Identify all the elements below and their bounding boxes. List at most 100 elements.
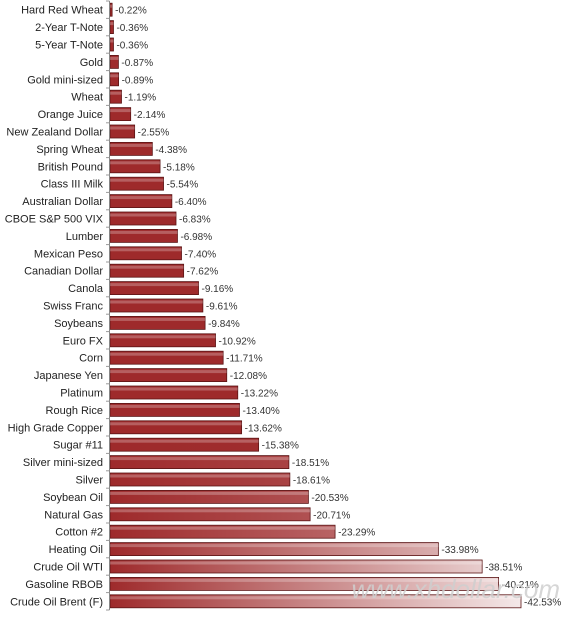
bar-highlight bbox=[110, 335, 216, 339]
bar-highlight bbox=[110, 596, 521, 600]
category-label: Soybean Oil bbox=[43, 492, 103, 504]
bar-highlight bbox=[110, 422, 242, 426]
value-label: -38.51% bbox=[485, 563, 522, 574]
category-label: Cotton #2 bbox=[55, 527, 103, 539]
category-label: High Grade Copper bbox=[8, 422, 104, 434]
bar-highlight bbox=[110, 126, 135, 130]
category-label: Gold mini-sized bbox=[27, 74, 103, 86]
axis-group bbox=[106, 0, 110, 611]
category-label: Mexican Peso bbox=[34, 248, 103, 260]
value-label: -0.89% bbox=[122, 75, 154, 86]
value-label: -0.87% bbox=[121, 58, 153, 69]
value-label: -20.71% bbox=[313, 510, 350, 521]
category-label: Canola bbox=[68, 283, 104, 295]
bar-highlight bbox=[110, 509, 311, 513]
value-label: -0.36% bbox=[116, 41, 148, 52]
category-label: Swiss Franc bbox=[43, 301, 103, 313]
category-label: CBOE S&P 500 VIX bbox=[5, 214, 104, 226]
bar-highlight bbox=[110, 161, 161, 165]
bar-highlight bbox=[110, 300, 203, 304]
value-label: -15.38% bbox=[262, 441, 299, 452]
bar-highlight bbox=[110, 91, 122, 95]
value-label: -33.98% bbox=[441, 545, 478, 556]
category-label: Japanese Yen bbox=[34, 370, 103, 382]
category-label: Sugar #11 bbox=[53, 440, 103, 452]
bar-highlight bbox=[110, 439, 259, 443]
bar-highlight bbox=[110, 578, 499, 582]
value-label: -40.21% bbox=[502, 580, 539, 591]
category-label: Soybeans bbox=[54, 318, 103, 330]
watermark: www.xhdollar.com bbox=[351, 574, 560, 604]
bar-highlight bbox=[110, 404, 240, 408]
category-label: Crude Oil Brent (F) bbox=[10, 596, 103, 608]
value-label: -5.18% bbox=[163, 162, 195, 173]
bar-highlight bbox=[110, 561, 483, 565]
value-label: -0.36% bbox=[116, 23, 148, 34]
category-label: Spring Wheat bbox=[36, 144, 103, 156]
bar-highlight bbox=[110, 474, 290, 478]
value-label: -20.53% bbox=[311, 493, 348, 504]
category-label: Silver bbox=[75, 475, 103, 487]
category-label: Silver mini-sized bbox=[23, 457, 103, 469]
value-label: -13.22% bbox=[241, 389, 278, 400]
value-label: -42.53% bbox=[524, 597, 561, 608]
value-label: -13.62% bbox=[245, 423, 282, 434]
value-label: -10.92% bbox=[219, 336, 256, 347]
value-label: -7.40% bbox=[185, 249, 217, 260]
value-label: -0.22% bbox=[115, 6, 147, 17]
bar-highlight bbox=[110, 213, 177, 217]
category-label: Lumber bbox=[66, 231, 104, 243]
category-label: Heating Oil bbox=[49, 544, 103, 556]
bar-highlight bbox=[110, 370, 227, 374]
category-label: Corn bbox=[79, 353, 103, 365]
value-label: -6.83% bbox=[179, 215, 211, 226]
bar-highlight bbox=[110, 22, 114, 26]
bar-highlight bbox=[110, 491, 309, 495]
category-label: 5-Year T-Note bbox=[35, 40, 103, 52]
value-label: -12.08% bbox=[230, 371, 267, 382]
value-label: -13.40% bbox=[242, 406, 279, 417]
bar-highlight bbox=[110, 248, 182, 252]
bars-group bbox=[109, 2, 522, 609]
value-label: -7.62% bbox=[187, 267, 219, 278]
value-label: -5.54% bbox=[167, 180, 199, 191]
value-label: -9.84% bbox=[208, 319, 240, 330]
bar-highlight bbox=[110, 387, 238, 391]
bar-highlight bbox=[110, 196, 172, 200]
category-label: Natural Gas bbox=[44, 509, 103, 521]
bar-highlight bbox=[110, 230, 178, 234]
value-label: -9.16% bbox=[202, 284, 234, 295]
value-label: -6.40% bbox=[175, 197, 207, 208]
category-label: Hard Red Wheat bbox=[21, 5, 103, 17]
bar-highlight bbox=[110, 74, 119, 78]
bar-highlight bbox=[110, 317, 206, 321]
bar-highlight bbox=[110, 526, 336, 530]
value-label: -9.61% bbox=[206, 302, 238, 313]
value-label: -18.51% bbox=[292, 458, 329, 469]
bar-highlight bbox=[110, 39, 114, 43]
value-label: -6.98% bbox=[180, 232, 212, 243]
bar-highlight bbox=[110, 265, 184, 269]
category-label: Euro FX bbox=[63, 335, 104, 347]
category-label: Platinum bbox=[60, 388, 103, 400]
bar-highlight bbox=[110, 457, 289, 461]
bar-highlight bbox=[110, 143, 153, 147]
category-label: Gasoline RBOB bbox=[25, 579, 103, 591]
category-label: Wheat bbox=[71, 92, 103, 104]
category-label: Canadian Dollar bbox=[24, 266, 103, 278]
labels-group: Hard Red Wheat -0.22% 2-Year T-Note -0.36% 5… bbox=[5, 5, 562, 609]
value-label: -2.14% bbox=[134, 110, 166, 121]
category-label: Australian Dollar bbox=[22, 196, 103, 208]
category-label: Class III Milk bbox=[41, 179, 104, 191]
category-label: New Zealand Dollar bbox=[6, 127, 103, 139]
value-label: -1.19% bbox=[124, 93, 156, 104]
category-label: British Pound bbox=[38, 161, 103, 173]
value-label: -23.29% bbox=[338, 528, 375, 539]
category-label: Crude Oil WTI bbox=[33, 562, 103, 574]
bar-highlight bbox=[110, 352, 224, 356]
category-label: Rough Rice bbox=[46, 405, 103, 417]
value-label: -18.61% bbox=[293, 476, 330, 487]
value-label: -4.38% bbox=[155, 145, 187, 156]
value-label: -11.71% bbox=[226, 354, 263, 365]
